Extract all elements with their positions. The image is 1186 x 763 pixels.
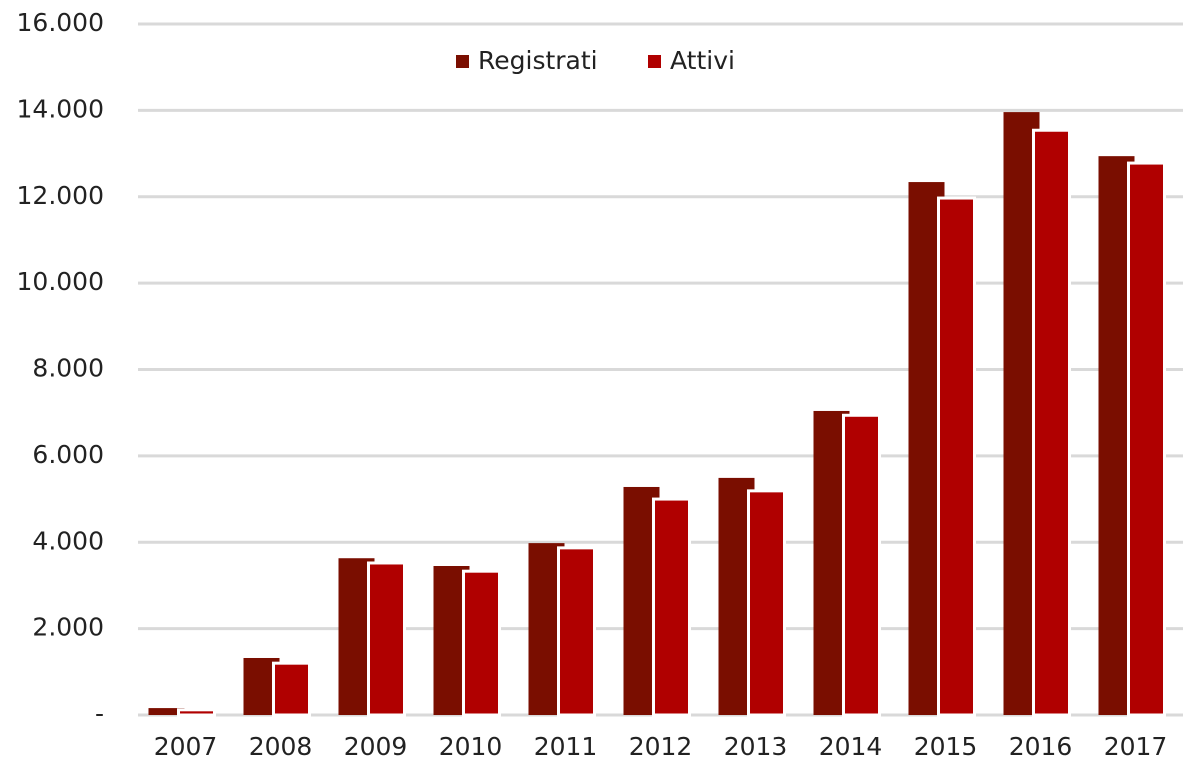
x-tick-label: 2015 [914, 732, 978, 761]
x-tick-label: 2009 [344, 732, 408, 761]
x-tick-label: 2010 [439, 732, 503, 761]
bar [177, 708, 216, 717]
y-tick-label: 14.000 [17, 94, 104, 123]
x-tick-label: 2007 [154, 732, 218, 761]
legend-label: Attivi [670, 46, 735, 75]
bar [272, 661, 311, 717]
x-tick-label: 2013 [724, 732, 788, 761]
x-tick-label: 2014 [819, 732, 883, 761]
y-tick-label: 8.000 [32, 354, 104, 383]
y-tick-label: 6.000 [32, 440, 104, 469]
x-tick-label: 2017 [1104, 732, 1168, 761]
bar [652, 497, 691, 717]
x-tick-label: 2011 [534, 732, 598, 761]
y-tick-label: 2.000 [32, 613, 104, 642]
x-tick-label: 2012 [629, 732, 693, 761]
bar [557, 546, 596, 717]
y-tick-label: 12.000 [17, 181, 104, 210]
legend-swatch [648, 55, 661, 68]
x-tick-label: 2016 [1009, 732, 1073, 761]
y-tick-label: 10.000 [17, 267, 104, 296]
bar [747, 489, 786, 717]
legend-label: Registrati [478, 46, 598, 75]
bar [842, 413, 881, 717]
bar [367, 561, 406, 717]
y-tick-label: - [95, 699, 104, 728]
bar [1127, 161, 1166, 717]
bar [462, 569, 501, 717]
y-tick-label: 4.000 [32, 526, 104, 555]
bar [148, 708, 185, 715]
bar [1032, 128, 1071, 717]
bar [937, 196, 976, 717]
y-tick-label: 16.000 [17, 8, 104, 37]
x-tick-label: 2008 [249, 732, 313, 761]
legend-swatch [456, 55, 469, 68]
